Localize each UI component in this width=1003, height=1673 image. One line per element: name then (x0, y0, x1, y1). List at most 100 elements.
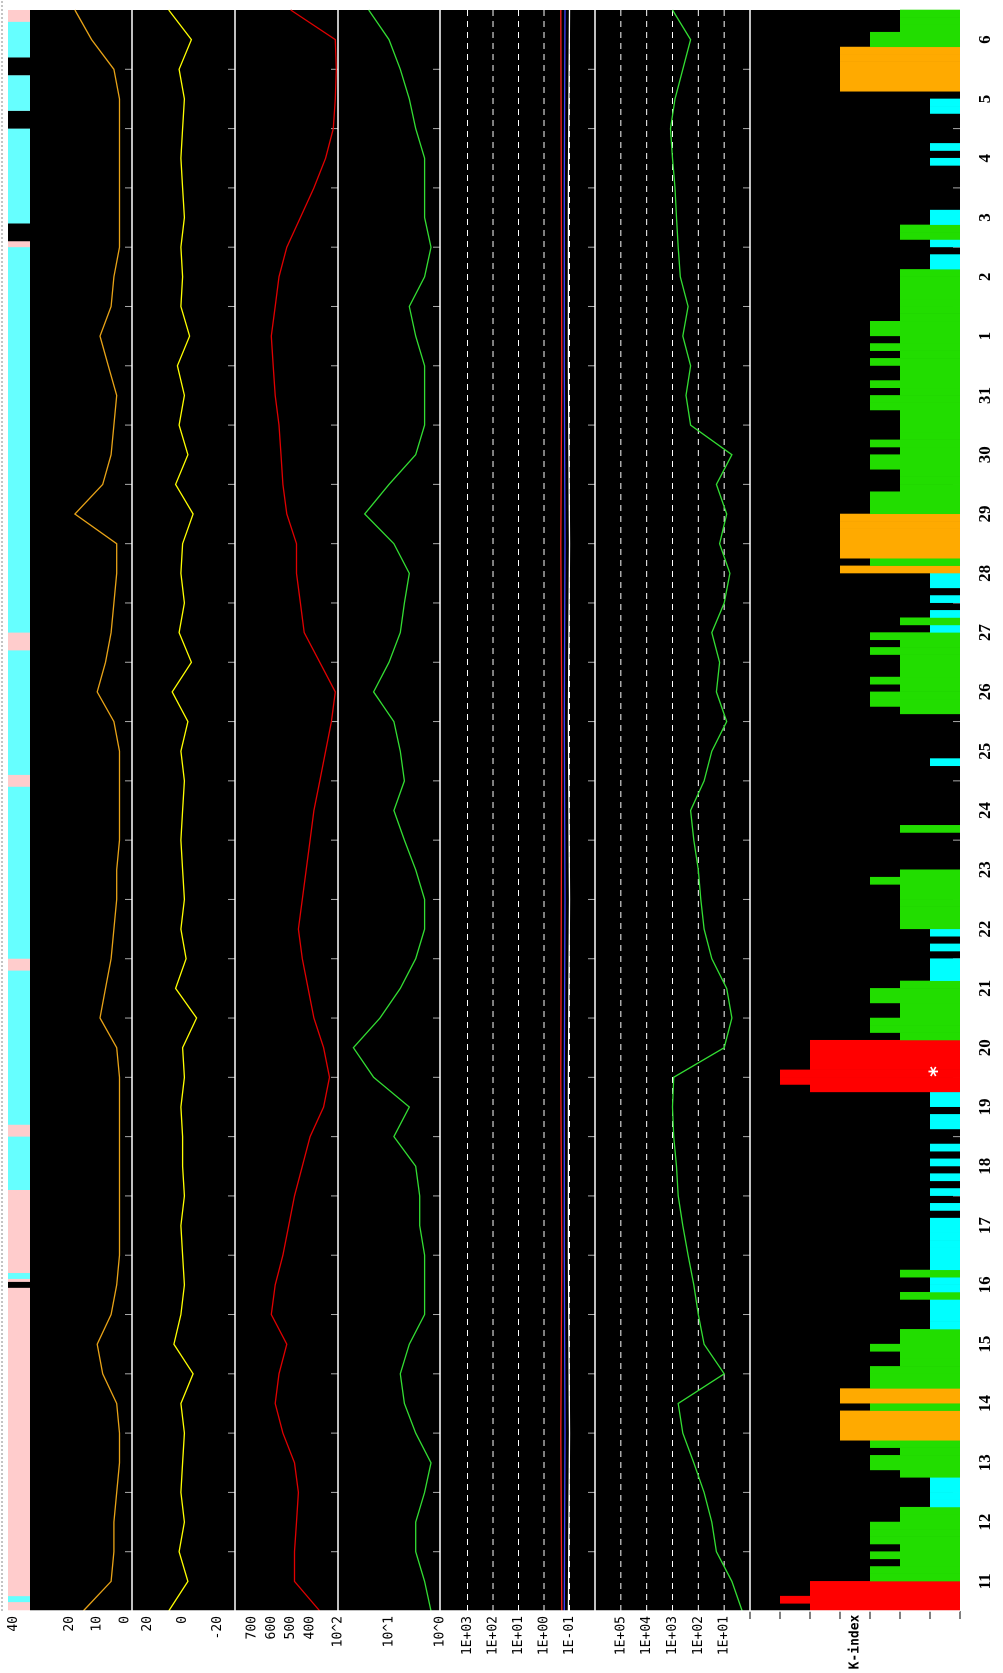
k-bar (900, 669, 960, 678)
k-bar (900, 1447, 960, 1456)
k-bar (870, 1403, 960, 1411)
k-bar (930, 973, 960, 981)
status-segment (8, 128, 30, 224)
k-bar (870, 328, 960, 337)
k-bar (900, 639, 960, 648)
k-bar (900, 921, 960, 930)
k-bar (870, 1536, 960, 1545)
k-bar (900, 869, 960, 878)
x-tick-label: 27 (975, 624, 994, 642)
k-bar (810, 1588, 960, 1597)
k-bar (930, 1158, 960, 1167)
k-bar (870, 876, 960, 885)
k-bar (930, 1232, 960, 1241)
k-bar (900, 1351, 960, 1359)
k-bar (870, 402, 960, 411)
x-tick-label: 4 (975, 153, 994, 162)
k-bar (870, 1566, 960, 1574)
k-bar (870, 1455, 960, 1463)
k-bar (930, 624, 960, 633)
k-bar (930, 580, 960, 589)
y-tick-label: 1E+05 (613, 1616, 628, 1655)
x-tick-label: 18 (975, 1158, 994, 1175)
y-tick-label: -20 (210, 1616, 225, 1639)
status-segment (8, 75, 30, 111)
k-bar (900, 469, 960, 477)
k-bar (930, 943, 960, 952)
k-bar (840, 1417, 960, 1426)
x-tick-label: 11 (975, 1573, 994, 1589)
k-bar (900, 298, 960, 307)
k-bar (900, 372, 960, 381)
k-bar (840, 83, 960, 92)
data-line (560, 9, 563, 1612)
k-bar (900, 1002, 960, 1011)
k-bar (870, 995, 960, 1004)
k-bar (840, 1395, 960, 1404)
k-bar (840, 46, 960, 55)
k-bar (930, 1247, 960, 1256)
status-segment (8, 786, 30, 959)
data-line (270, 9, 337, 1612)
k-bar (900, 1469, 960, 1478)
k-bar (840, 76, 960, 85)
k-bar (870, 321, 960, 329)
k-bar (780, 1595, 960, 1604)
data-line (567, 9, 571, 1612)
k-bar (840, 68, 960, 77)
k-bar (840, 1388, 960, 1397)
x-tick-label: 6 (975, 35, 994, 44)
k-bar (930, 143, 960, 151)
k-bar (930, 1203, 960, 1211)
y-tick-label: 1E+04 (639, 1616, 654, 1655)
k-bar (930, 1188, 960, 1196)
k-bar (870, 1573, 960, 1582)
status-segment (8, 223, 30, 242)
k-bar (930, 1492, 960, 1500)
x-tick-label: 3 (975, 213, 994, 222)
data-line (669, 9, 743, 1612)
k-bar (930, 1173, 960, 1182)
k-bar (930, 209, 960, 218)
k-bar (870, 31, 960, 40)
k-bar (840, 61, 960, 70)
y-tick-label: 10 (90, 1616, 105, 1632)
y-tick-label: 700 (244, 1616, 259, 1639)
k-bar (900, 661, 960, 670)
k-bar (870, 632, 960, 641)
k-bar (930, 965, 960, 974)
status-segment (8, 247, 30, 633)
k-bar (780, 1077, 960, 1085)
k-bar (900, 365, 960, 374)
k-bar (900, 269, 960, 277)
k-bar (840, 565, 960, 574)
k-bar (900, 884, 960, 893)
x-tick-label: 13 (975, 1454, 994, 1471)
status-segment (8, 970, 30, 1125)
k-bar (900, 1269, 960, 1278)
k-bar (870, 439, 960, 448)
k-bar (930, 217, 960, 225)
k-bar (810, 1084, 960, 1093)
y-tick-label: 40 (6, 1616, 21, 1632)
k-bar (870, 506, 960, 515)
k-bar (900, 424, 960, 433)
k-bar (870, 676, 960, 685)
k-bar (930, 1299, 960, 1308)
y-tick-label: 1E+01 (511, 1616, 526, 1655)
k-bar (870, 1440, 960, 1448)
k-bar (870, 1380, 960, 1389)
k-bar (870, 1551, 960, 1560)
k-bar (930, 1217, 960, 1226)
k-bar (870, 343, 960, 351)
y-tick-label: 0 (175, 1616, 190, 1624)
k-bar (870, 647, 960, 655)
y-tick-label: 1E+02 (486, 1616, 501, 1655)
k-bar (900, 1010, 960, 1019)
k-bar (930, 1254, 960, 1263)
y-tick-label: 10^2 (331, 1616, 346, 1647)
k-bar (900, 432, 960, 440)
k-bar (810, 1047, 960, 1056)
k-bar (900, 1358, 960, 1367)
x-tick-label: 15 (975, 1336, 994, 1353)
